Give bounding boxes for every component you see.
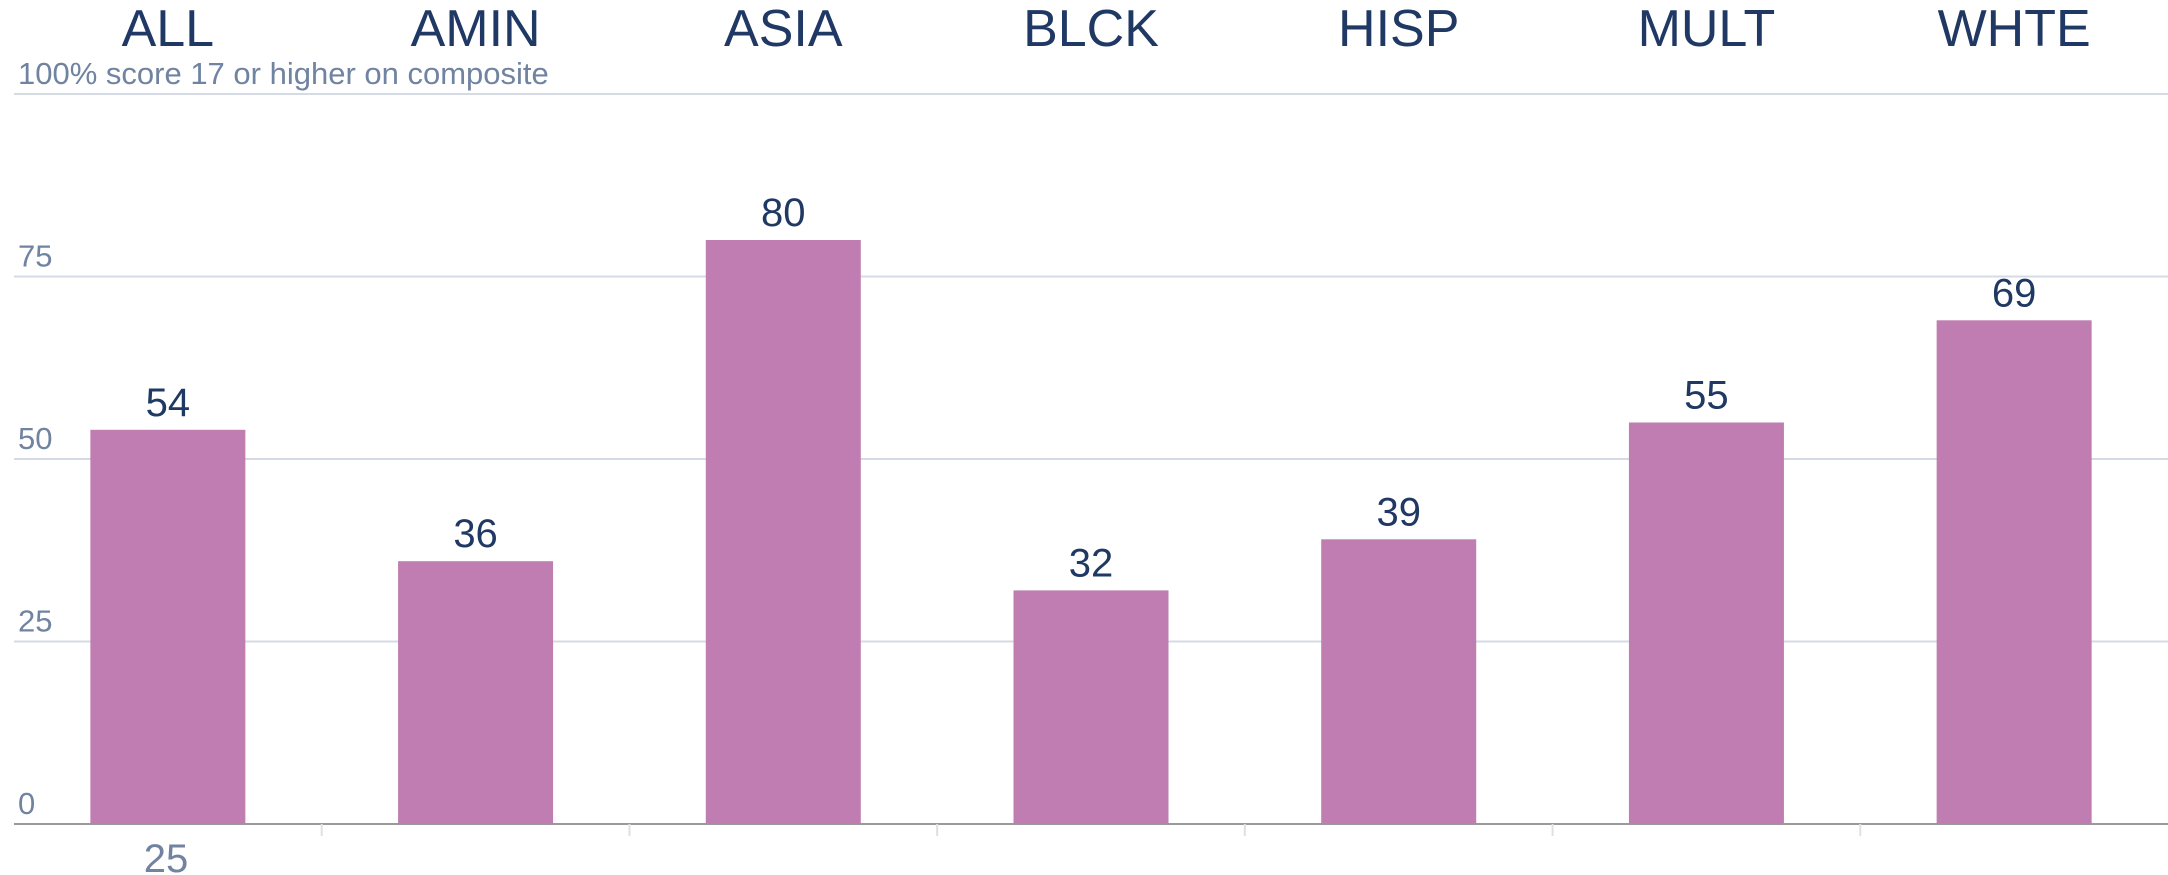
x-tick-label: BLCK — [1023, 0, 1159, 58]
bar — [705, 240, 861, 824]
value-label: 55 — [1684, 374, 1729, 418]
x-tick-label: ASIA — [724, 0, 843, 58]
x-tick-label: AMIN — [411, 0, 541, 58]
value-label: 54 — [146, 381, 191, 425]
bar — [1936, 320, 2092, 824]
y-tick-label: 100% score 17 or higher on composite — [18, 56, 549, 91]
value-label: 80 — [761, 191, 806, 235]
y-tick-label: 25 — [18, 604, 52, 639]
bar — [398, 561, 554, 824]
bar — [1013, 590, 1169, 824]
y-tick-label: 75 — [18, 239, 52, 274]
bar — [90, 429, 246, 824]
bar — [1321, 539, 1477, 824]
value-label: 36 — [453, 512, 498, 556]
x-tick-label: WHTE — [1938, 0, 2091, 58]
y-tick-label: 50 — [18, 421, 52, 456]
annotation: 25 — [144, 837, 189, 875]
value-label: 32 — [1069, 541, 1114, 585]
y-tick-label: 0 — [18, 786, 35, 821]
x-tick-label: HISP — [1338, 0, 1459, 58]
value-label: 39 — [1376, 490, 1421, 534]
x-tick-label: MULT — [1638, 0, 1776, 58]
bar — [1628, 422, 1784, 824]
x-tick-label: ALL — [122, 0, 215, 58]
value-label: 69 — [1992, 271, 2037, 315]
